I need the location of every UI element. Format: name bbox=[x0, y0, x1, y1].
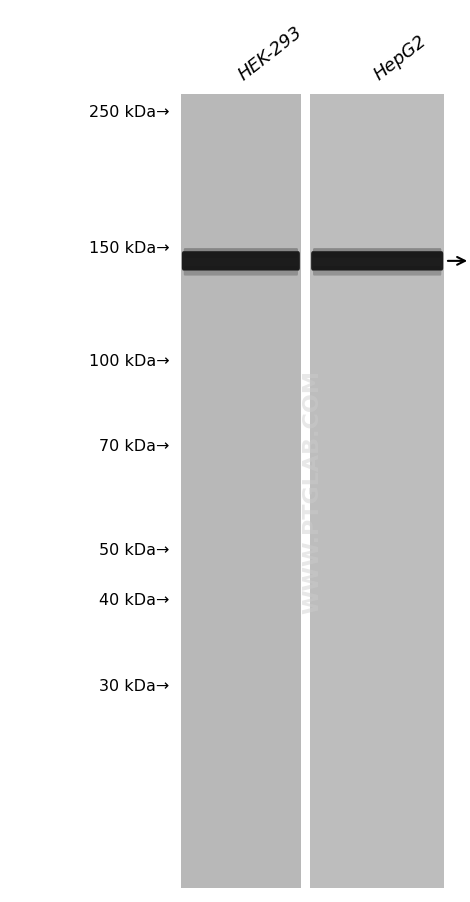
Text: 100 kDa→: 100 kDa→ bbox=[88, 354, 169, 368]
FancyBboxPatch shape bbox=[182, 252, 300, 272]
Bar bbox=[310, 95, 444, 888]
Bar bbox=[181, 95, 301, 888]
Text: WWW.PTGLAB.COM: WWW.PTGLAB.COM bbox=[303, 370, 322, 613]
Text: 250 kDa→: 250 kDa→ bbox=[89, 106, 169, 120]
Text: 50 kDa→: 50 kDa→ bbox=[99, 543, 169, 557]
FancyBboxPatch shape bbox=[313, 249, 441, 259]
FancyBboxPatch shape bbox=[184, 249, 298, 259]
FancyBboxPatch shape bbox=[311, 252, 443, 272]
Bar bbox=[301, 95, 310, 888]
Text: 150 kDa→: 150 kDa→ bbox=[88, 241, 169, 255]
Text: HEK-293: HEK-293 bbox=[235, 23, 306, 84]
FancyBboxPatch shape bbox=[313, 267, 441, 276]
FancyBboxPatch shape bbox=[184, 267, 298, 276]
Text: 30 kDa→: 30 kDa→ bbox=[99, 678, 169, 693]
Text: HepG2: HepG2 bbox=[371, 32, 431, 84]
Text: 70 kDa→: 70 kDa→ bbox=[99, 439, 169, 454]
Text: 40 kDa→: 40 kDa→ bbox=[99, 593, 169, 607]
